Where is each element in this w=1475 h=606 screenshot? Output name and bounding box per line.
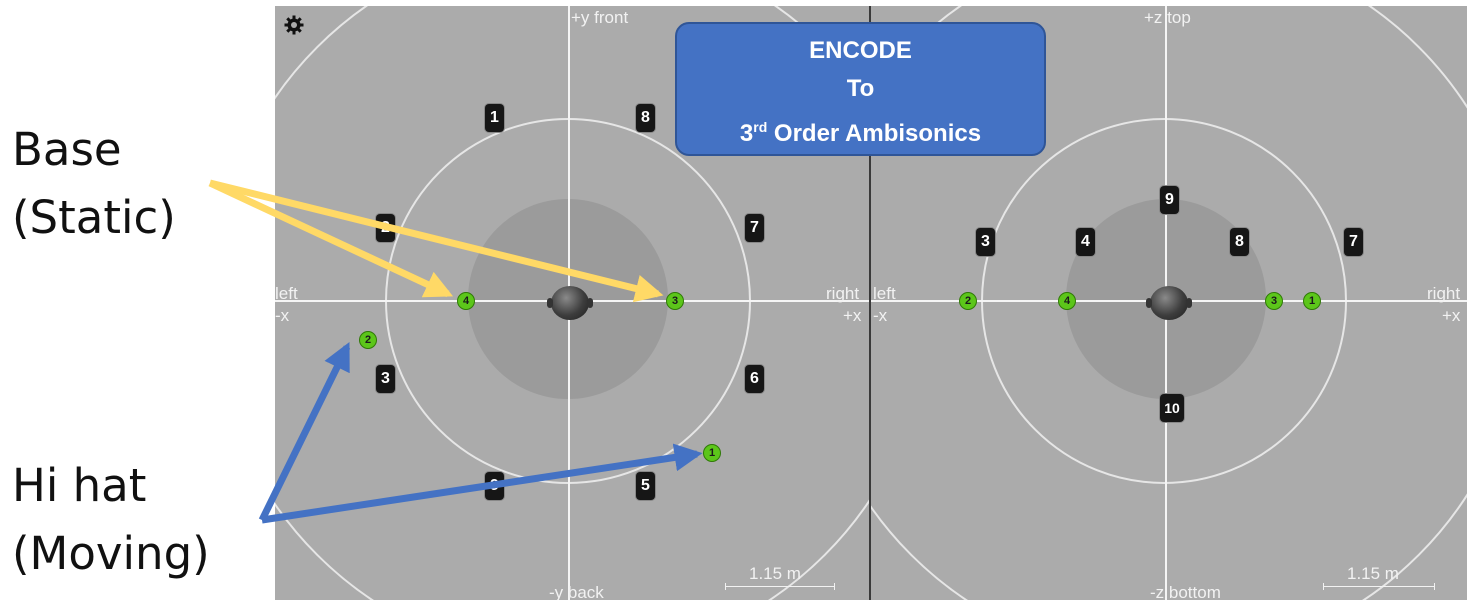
speaker-3[interactable]: 3 bbox=[976, 228, 995, 256]
speaker-9[interactable]: 9 bbox=[1160, 186, 1179, 214]
listener-head[interactable] bbox=[547, 286, 593, 320]
axis-label-right: right bbox=[826, 284, 860, 303]
scale-bar bbox=[725, 583, 835, 590]
axis-label-plus-x: +x bbox=[1442, 306, 1461, 325]
source-4[interactable]: 4 bbox=[1058, 292, 1076, 310]
encode-callout: ENCODE To 3rd Order Ambisonics bbox=[675, 22, 1046, 156]
axis-label-front: +y front bbox=[571, 8, 629, 27]
axis-label-right: right bbox=[1427, 284, 1461, 303]
source-2[interactable]: 2 bbox=[959, 292, 977, 310]
scale-label: 1.15 m bbox=[1347, 564, 1399, 583]
speaker-7[interactable]: 7 bbox=[745, 214, 764, 242]
axis-label-plus-x: +x bbox=[843, 306, 862, 325]
source-4-base[interactable]: 4 bbox=[457, 292, 475, 310]
base-arrows bbox=[208, 179, 664, 303]
speaker-3[interactable]: 3 bbox=[376, 365, 395, 393]
source-1-hihat[interactable]: 1 bbox=[703, 444, 721, 462]
scale-bar bbox=[1323, 583, 1435, 590]
hihat-arrows bbox=[258, 341, 703, 524]
hihat-arrow-to-source-2 bbox=[258, 341, 351, 522]
scale-label: 1.15 m bbox=[749, 564, 801, 583]
encode-line2: To bbox=[846, 75, 875, 102]
pane-divider[interactable] bbox=[869, 6, 871, 600]
order-suffix: rd bbox=[753, 119, 768, 135]
base-label-line2: (Static) bbox=[12, 191, 176, 244]
axis-label-back: -y back bbox=[549, 583, 604, 601]
source-1[interactable]: 1 bbox=[1303, 292, 1321, 310]
order-number: 3 bbox=[739, 120, 754, 147]
hihat-label-line1: Hi hat bbox=[12, 459, 147, 512]
base-label: Base (Static) bbox=[12, 116, 176, 252]
source-3[interactable]: 3 bbox=[1265, 292, 1283, 310]
encode-line3: 3rd Order Ambisonics bbox=[677, 108, 1044, 153]
speaker-4[interactable]: 4 bbox=[1076, 228, 1095, 256]
speaker-8[interactable]: 8 bbox=[636, 104, 655, 132]
hihat-label-line2: (Moving) bbox=[12, 527, 210, 580]
axis-label-minus-x: -x bbox=[275, 306, 290, 325]
speaker-5[interactable]: 5 bbox=[636, 472, 655, 500]
speaker-6[interactable]: 6 bbox=[745, 365, 764, 393]
speaker-8[interactable]: 8 bbox=[1230, 228, 1249, 256]
speaker-7[interactable]: 7 bbox=[1344, 228, 1363, 256]
base-arrow-to-source-3 bbox=[209, 179, 664, 303]
axis-label-bottom: -z bottom bbox=[1150, 583, 1221, 601]
source-3-base[interactable]: 3 bbox=[666, 292, 684, 310]
axis-label-left: left bbox=[873, 284, 896, 303]
axis-label-top: +z top bbox=[1144, 8, 1191, 27]
encode-line1: ENCODE bbox=[809, 37, 912, 64]
source-2-hihat[interactable]: 2 bbox=[359, 331, 377, 349]
base-arrow-to-source-4 bbox=[208, 179, 454, 298]
axis-label-minus-x: -x bbox=[873, 306, 888, 325]
hihat-label: Hi hat (Moving) bbox=[12, 452, 210, 588]
order-text: Order Ambisonics bbox=[767, 120, 982, 147]
settings-gear-icon[interactable] bbox=[284, 15, 304, 35]
speaker-1[interactable]: 1 bbox=[485, 104, 504, 132]
axis-label-left: left bbox=[275, 284, 298, 303]
hihat-arrow-to-source-1 bbox=[261, 443, 703, 524]
speaker-10[interactable]: 10 bbox=[1160, 394, 1184, 422]
listener-head[interactable] bbox=[1146, 286, 1192, 320]
base-label-line1: Base bbox=[12, 123, 122, 176]
